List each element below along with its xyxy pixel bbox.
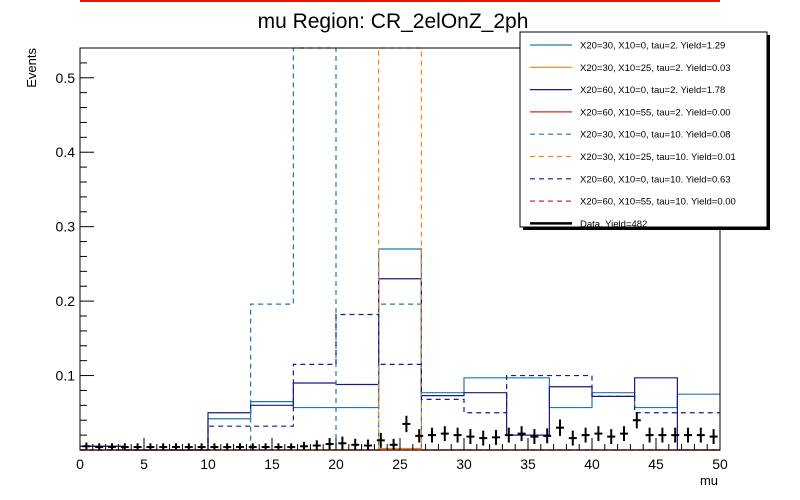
- data-point: [248, 443, 257, 450]
- y-tick-label: 0.4: [56, 144, 76, 160]
- legend-label: X20=30, X10=0, tau=2. Yield=1.29: [580, 41, 725, 52]
- data-points-group: [82, 412, 718, 450]
- data-point: [274, 443, 283, 450]
- data-point: [556, 419, 564, 436]
- data-point: [581, 427, 590, 443]
- chart-title: mu Region: CR_2elOnZ_2ph: [258, 10, 529, 33]
- legend-label: X20=30, X10=25, tau=10. Yield=0.01: [580, 152, 736, 163]
- data-point: [696, 427, 705, 443]
- data-point: [120, 443, 129, 450]
- data-point: [223, 443, 232, 450]
- legend-label: X20=30, X10=0, tau=10. Yield=0.08: [580, 130, 731, 141]
- legend-label: X20=60, X10=55, tau=10. Yield=0.00: [580, 197, 736, 208]
- y-axis-label: Events: [24, 48, 39, 88]
- x-tick-label: 0: [76, 456, 84, 472]
- data-point: [415, 429, 424, 443]
- data-point: [492, 429, 500, 445]
- data-point: [197, 443, 206, 450]
- data-point: [108, 443, 116, 450]
- data-point: [402, 415, 411, 433]
- x-tick-label: 10: [200, 456, 216, 472]
- data-point: [146, 443, 155, 450]
- data-point: [300, 441, 308, 450]
- x-tick-label: 30: [456, 456, 472, 472]
- data-point: [376, 432, 385, 448]
- data-point: [312, 440, 321, 450]
- data-point: [261, 443, 270, 450]
- data-point: [428, 427, 436, 443]
- x-tick-label: 5: [140, 456, 148, 472]
- y-tick-label: 0.2: [56, 293, 76, 309]
- x-tick-label: 25: [392, 456, 408, 472]
- data-point: [338, 436, 347, 450]
- data-point: [671, 427, 680, 443]
- data-point: [709, 429, 718, 445]
- data-point: [517, 426, 526, 442]
- data-point: [466, 429, 475, 445]
- data-point: [684, 427, 692, 443]
- data-point: [658, 427, 667, 443]
- legend-label: X20=60, X10=0, tau=10. Yield=0.63: [580, 174, 731, 185]
- data-point: [184, 443, 193, 450]
- data-point: [82, 442, 91, 450]
- data-point: [607, 429, 616, 445]
- x-tick-label: 50: [712, 456, 728, 472]
- data-point: [287, 443, 296, 450]
- x-tick-label: 35: [520, 456, 536, 472]
- x-tick-label: 15: [264, 456, 280, 472]
- legend: X20=30, X10=0, tau=2. Yield=1.29 X20=30, …: [519, 31, 770, 230]
- histogram-series-7: [80, 313, 720, 451]
- y-tick-label: 0.5: [56, 70, 76, 86]
- legend-label: X20=30, X10=25, tau=2. Yield=0.03: [580, 63, 731, 74]
- legend-box: [519, 31, 768, 228]
- data-point: [159, 443, 168, 450]
- data-point: [236, 443, 244, 450]
- data-point: [632, 412, 641, 429]
- data-point: [543, 428, 552, 444]
- data-point: [389, 438, 398, 450]
- x-tick-label: 45: [648, 456, 664, 472]
- data-point: [210, 443, 219, 450]
- y-tick-label: 0.1: [56, 368, 76, 384]
- data-point: [133, 443, 142, 450]
- data-point: [453, 427, 462, 443]
- data-point: [351, 438, 360, 450]
- data-point: [568, 430, 577, 446]
- x-axis-label: mu: [700, 473, 718, 488]
- x-tick-label: 20: [328, 456, 344, 472]
- data-point: [364, 439, 372, 450]
- data-point: [620, 426, 628, 442]
- data-point: [95, 443, 104, 450]
- data-point: [530, 429, 539, 445]
- legend-label: X20=60, X10=55, tau=2. Yield=0.00: [580, 107, 731, 118]
- legend-label: X20=60, X10=0, tau=2. Yield=1.78: [580, 85, 725, 96]
- data-point: [645, 427, 654, 443]
- data-point: [172, 443, 180, 450]
- x-tick-label: 40: [584, 456, 600, 472]
- y-tick-label: 0.3: [56, 219, 76, 235]
- legend-label: Data. Yield=482: [580, 219, 647, 230]
- axes-group: 0 5 10 15 20 25 30 35 40 45 50 0.1 0.2 0.3 0.4 0.5: [56, 47, 728, 472]
- data-point: [325, 438, 334, 450]
- data-point: [479, 430, 488, 446]
- data-point: [594, 426, 603, 442]
- data-point: [504, 427, 513, 443]
- data-point: [440, 426, 449, 442]
